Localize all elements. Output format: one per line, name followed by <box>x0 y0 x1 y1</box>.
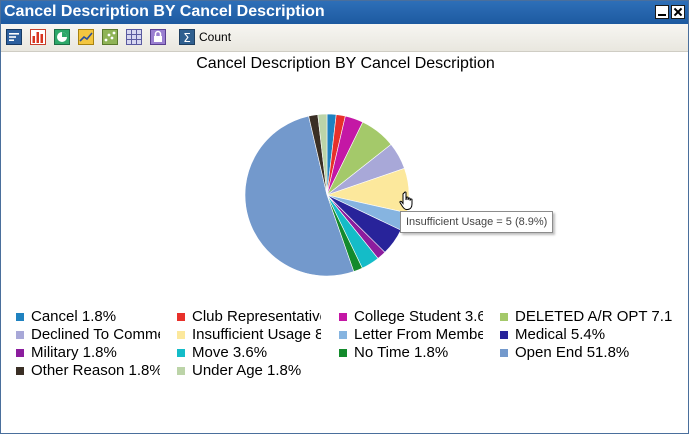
legend-swatch <box>16 313 24 321</box>
count-button[interactable]: Σ Count <box>179 28 231 46</box>
title-bar[interactable]: Cancel Description BY Cancel Description <box>1 1 688 24</box>
line-chart-icon[interactable] <box>78 29 94 45</box>
legend-swatch <box>16 349 24 357</box>
window-title: Cancel Description BY Cancel Description <box>4 3 325 20</box>
count-label: Count <box>199 30 232 44</box>
legend-label: College Student 3.6% <box>354 308 483 325</box>
legend-label: Declined To Comment 5.4% <box>31 326 160 343</box>
legend-label: Cancel 1.8% <box>31 308 117 325</box>
legend-item[interactable]: Other Reason 1.8% <box>16 362 160 380</box>
legend-item[interactable]: No Time 1.8% <box>339 344 483 362</box>
legend-label: Insufficient Usage 8.9% <box>192 326 321 343</box>
minimize-button[interactable] <box>655 5 669 19</box>
legend-label: Military 1.8% <box>31 344 117 361</box>
bar-chart-icon[interactable] <box>30 29 46 45</box>
legend-swatch <box>177 331 185 339</box>
close-button[interactable] <box>671 5 685 19</box>
legend-item[interactable]: Medical 5.4% <box>500 326 672 344</box>
legend-item[interactable]: Declined To Comment 5.4% <box>16 326 160 344</box>
legend-item[interactable]: Letter From Member 3.6% <box>339 326 483 344</box>
lock-icon[interactable] <box>150 29 166 45</box>
legend-item[interactable]: Insufficient Usage 8.9% <box>177 326 321 344</box>
legend-label: Letter From Member 3.6% <box>354 326 483 343</box>
legend-swatch <box>16 331 24 339</box>
scatter-chart-icon[interactable] <box>102 29 118 45</box>
pie-slice-under-age[interactable] <box>317 113 328 196</box>
legend-swatch <box>16 367 24 375</box>
toolbar: Σ Count <box>1 24 688 52</box>
legend-item[interactable]: DELETED A/R OPT 7.1% <box>500 308 672 326</box>
legend-swatch <box>500 349 508 357</box>
legend-label: No Time 1.8% <box>354 344 449 361</box>
pie-chart-icon[interactable] <box>54 29 70 45</box>
legend-swatch <box>339 331 347 339</box>
sigma-icon: Σ <box>179 29 195 45</box>
legend-swatch <box>339 349 347 357</box>
legend-label: Club Representative 1.8% <box>192 308 321 325</box>
legend-swatch <box>177 367 185 375</box>
legend-swatch <box>177 349 185 357</box>
legend-label: Medical 5.4% <box>515 326 606 343</box>
legend-item[interactable]: Move 3.6% <box>177 344 321 362</box>
pie-slice-open-end[interactable] <box>244 115 355 277</box>
table-grid-icon[interactable] <box>126 29 142 45</box>
legend-item[interactable]: Cancel 1.8% <box>16 308 160 326</box>
legend-swatch <box>500 313 508 321</box>
legend-swatch <box>500 331 508 339</box>
hand-cursor-icon <box>398 191 416 216</box>
legend-item[interactable]: Under Age 1.8% <box>177 362 321 380</box>
slice-tooltip: Insufficient Usage = 5 (8.9%) <box>400 211 554 233</box>
legend-label: Open End 51.8% <box>515 344 630 361</box>
chart-title: Cancel Description BY Cancel Description <box>196 55 495 72</box>
legend-item[interactable]: Military 1.8% <box>16 344 160 362</box>
legend-menu-icon[interactable] <box>6 29 22 45</box>
legend-label: Other Reason 1.8% <box>31 362 160 379</box>
legend-label: DELETED A/R OPT 7.1% <box>515 308 672 325</box>
legend-swatch <box>177 313 185 321</box>
legend-item[interactable]: Club Representative 1.8% <box>177 308 321 326</box>
legend-item[interactable]: Open End 51.8% <box>500 344 672 362</box>
legend-swatch <box>339 313 347 321</box>
legend-label: Move 3.6% <box>192 344 268 361</box>
legend-item[interactable]: College Student 3.6% <box>339 308 483 326</box>
legend-label: Under Age 1.8% <box>192 362 302 379</box>
